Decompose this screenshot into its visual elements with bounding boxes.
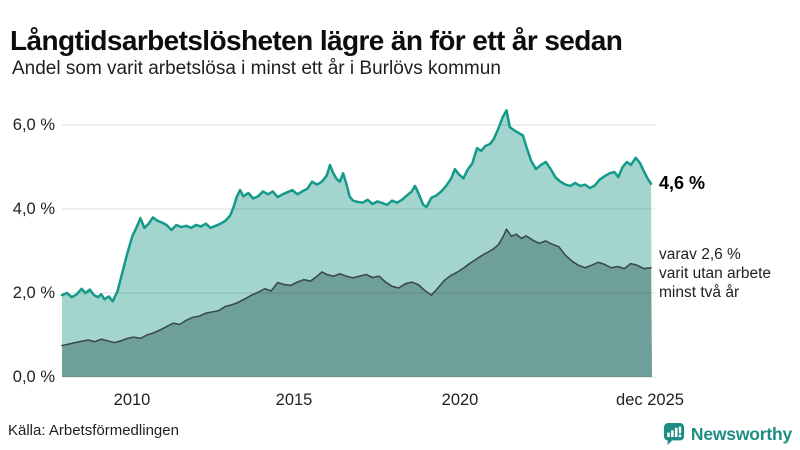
annotation-line: minst två år (659, 284, 740, 301)
annotation-line: varav 2,6 % (659, 246, 741, 263)
page-title: Långtidsarbetslösheten lägre än för ett … (10, 24, 623, 56)
newsworthy-chart-bubble-icon (663, 423, 685, 445)
secondary-series-annotation: varav 2,6 % varit utan arbete minst två … (659, 245, 771, 302)
annotation-line: varit utan arbete (659, 265, 772, 282)
x-axis-tick-label: 2020 (441, 391, 479, 409)
y-axis-tick-label: 0,0 % (12, 368, 55, 386)
x-axis-tick-label: 2015 (275, 391, 313, 409)
y-axis-tick-label: 2,0 % (12, 284, 55, 302)
y-axis-tick-label: 6,0 % (12, 116, 55, 134)
newsworthy-logo-text: Newsworthy (690, 423, 792, 444)
newsworthy-logo[interactable]: Newsworthy (663, 422, 792, 446)
latest-value-label: 4,6 % (659, 173, 706, 193)
x-axis-tick-label: 2010 (113, 391, 151, 409)
x-axis-tick-label: dec 2025 (616, 391, 684, 409)
y-axis-tick-label: 4,0 % (12, 200, 55, 218)
source-label: Källa: Arbetsförmedlingen (8, 422, 179, 439)
page-subtitle: Andel som varit arbetslösa i minst ett å… (12, 58, 501, 79)
